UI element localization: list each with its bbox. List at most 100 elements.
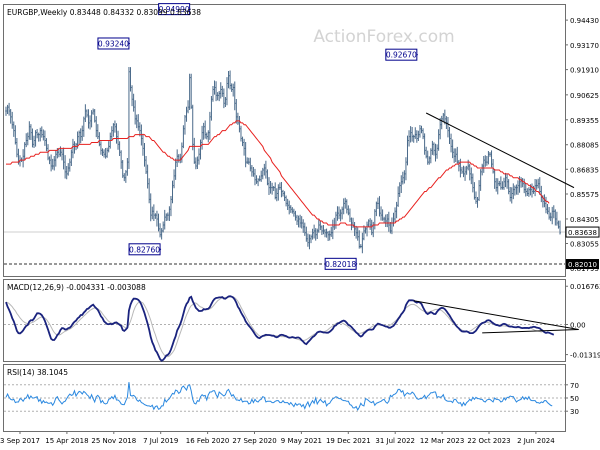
price-bar xyxy=(556,211,558,226)
price-bar xyxy=(246,157,249,164)
price-bar xyxy=(182,125,185,149)
annotation-box xyxy=(158,3,191,16)
price-bar xyxy=(417,130,420,141)
price-bar xyxy=(454,148,457,162)
price-bar xyxy=(456,146,459,164)
macd-pane-header: MACD(12,26,9) -0.004331 -0.003088 xyxy=(7,283,146,292)
price-bar xyxy=(311,228,314,240)
price-bar xyxy=(549,212,552,222)
price-bar xyxy=(23,142,26,161)
price-bar xyxy=(148,178,150,204)
rsi-pane-header: RSI(14) 38.1045 xyxy=(7,368,68,377)
price-bar xyxy=(95,116,98,138)
date-tick-label: 27 Sep 2020 xyxy=(232,437,276,445)
price-bar xyxy=(53,155,56,171)
price-bar xyxy=(381,209,384,221)
price-bar xyxy=(414,127,417,139)
price-bar xyxy=(265,160,267,179)
price-bar xyxy=(397,186,399,207)
price-tick-label: 0.86835 xyxy=(570,166,599,174)
price-bar xyxy=(458,159,460,172)
price-tick-label: 0.94430 xyxy=(570,17,599,25)
price-bar xyxy=(72,138,74,159)
price-bar xyxy=(316,228,319,239)
price-bar xyxy=(383,216,385,223)
price-bar xyxy=(462,165,465,178)
price-bar xyxy=(168,206,171,222)
price-bar xyxy=(303,222,306,236)
price-bar xyxy=(93,108,96,123)
price-bar xyxy=(184,115,186,135)
price-bar xyxy=(398,182,401,197)
price-bar xyxy=(430,148,432,164)
price-bar xyxy=(518,176,521,193)
price-bar xyxy=(160,228,163,240)
price-bar xyxy=(426,150,429,165)
price-bar xyxy=(428,156,431,165)
date-tick-label: 7 Jul 2019 xyxy=(143,437,178,445)
price-bar xyxy=(425,146,427,159)
price-bar xyxy=(171,180,174,204)
price-bar xyxy=(34,130,37,147)
price-bar xyxy=(557,220,560,229)
current-price-label: 0.83638 xyxy=(568,229,597,237)
price-bar xyxy=(380,206,382,221)
price-bar xyxy=(479,169,482,191)
price-bar xyxy=(83,116,85,137)
price-bar xyxy=(260,170,263,182)
price-bar xyxy=(48,156,51,165)
price-bar xyxy=(114,120,116,133)
price-bar xyxy=(409,126,412,143)
support-level-label: 0.82010 xyxy=(568,261,597,269)
price-bar xyxy=(336,206,339,221)
price-bar xyxy=(317,218,320,233)
price-bar xyxy=(238,116,241,133)
price-bar xyxy=(503,177,505,190)
price-bar xyxy=(442,113,445,122)
price-bar xyxy=(350,217,353,231)
price-bar xyxy=(437,129,440,151)
price-bar xyxy=(176,149,178,168)
price-tick-label: 0.84305 xyxy=(570,216,599,224)
price-bar xyxy=(395,201,398,219)
price-bar xyxy=(324,229,326,238)
price-bar xyxy=(291,207,294,214)
price-bar xyxy=(540,185,543,203)
price-bar xyxy=(551,206,554,225)
price-bar xyxy=(44,130,46,146)
price-bar xyxy=(101,148,104,156)
price-bar xyxy=(342,198,345,215)
price-bar xyxy=(538,177,541,195)
price-bar xyxy=(515,184,518,195)
price-bar xyxy=(517,180,519,195)
price-bar xyxy=(219,82,222,99)
date-tick-label: 16 Feb 2020 xyxy=(186,437,230,445)
price-bar xyxy=(79,128,82,144)
price-bar xyxy=(232,83,234,97)
price-bar xyxy=(358,230,361,249)
price-bar xyxy=(112,123,115,137)
price-bar xyxy=(280,182,283,198)
price-bar xyxy=(216,92,219,101)
price-bar xyxy=(400,175,403,194)
price-bar xyxy=(327,231,329,241)
price-bar xyxy=(363,225,365,241)
macd-trendline xyxy=(482,329,579,334)
price-bar xyxy=(321,225,323,236)
annotation-label: 0.82018 xyxy=(325,260,356,269)
price-bar xyxy=(422,128,424,140)
price-bar xyxy=(16,137,18,158)
price-bar xyxy=(106,147,108,158)
price-bar xyxy=(134,100,136,125)
price-bar xyxy=(384,214,387,228)
price-bar xyxy=(388,211,390,232)
price-bar xyxy=(450,133,452,153)
price-bar xyxy=(142,133,144,156)
price-bar xyxy=(528,187,530,197)
price-bar xyxy=(507,179,510,195)
price-bar xyxy=(296,214,298,226)
price-bar xyxy=(87,109,90,129)
date-tick-label: 12 Mar 2023 xyxy=(420,437,464,445)
price-bar xyxy=(552,205,555,219)
price-bar xyxy=(546,203,549,215)
